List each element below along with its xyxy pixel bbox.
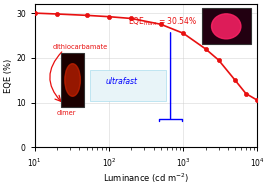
Text: dithiocarbamate: dithiocarbamate — [52, 44, 108, 50]
X-axis label: Luminance (cd m$^{-2}$): Luminance (cd m$^{-2}$) — [103, 171, 189, 185]
Ellipse shape — [65, 64, 80, 96]
FancyBboxPatch shape — [90, 70, 166, 101]
FancyBboxPatch shape — [61, 53, 84, 107]
Text: ultrafast: ultrafast — [106, 77, 138, 86]
Ellipse shape — [211, 14, 241, 39]
Text: EQE$_{\mathrm{max}}$ = 30.54%: EQE$_{\mathrm{max}}$ = 30.54% — [128, 16, 198, 28]
Y-axis label: EQE (%): EQE (%) — [4, 59, 13, 93]
Text: dimer: dimer — [57, 110, 76, 116]
FancyBboxPatch shape — [202, 9, 251, 44]
